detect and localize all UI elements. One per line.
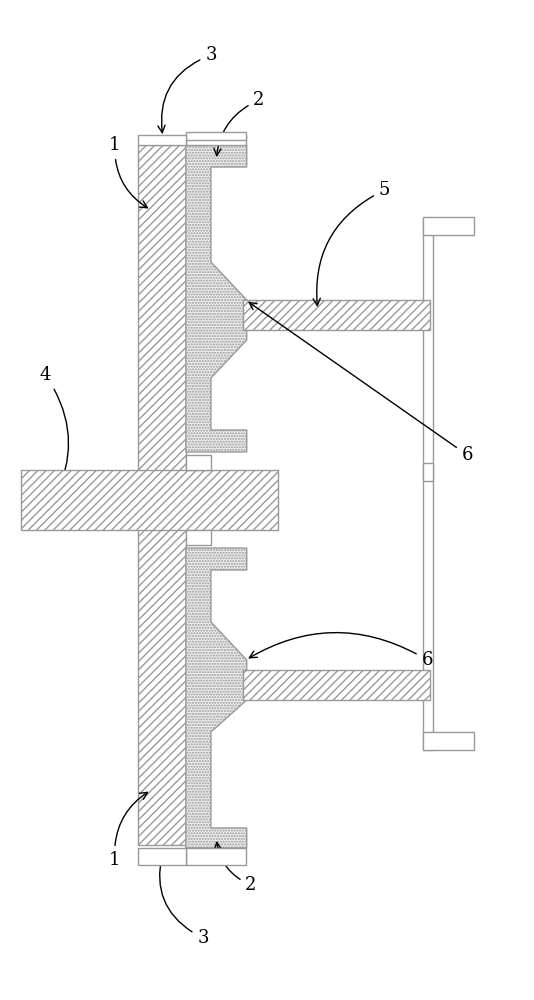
- Bar: [186, 530, 211, 545]
- Bar: [138, 848, 186, 865]
- Text: 3: 3: [158, 46, 217, 133]
- Bar: [423, 463, 433, 481]
- Text: 1: 1: [109, 136, 147, 208]
- Polygon shape: [186, 145, 247, 452]
- Bar: [186, 135, 207, 145]
- Text: 1: 1: [109, 792, 147, 869]
- Text: 2: 2: [214, 91, 265, 156]
- Text: 4: 4: [40, 366, 68, 496]
- Polygon shape: [186, 548, 247, 848]
- Bar: [138, 135, 186, 145]
- Bar: [423, 732, 474, 750]
- Text: 3: 3: [157, 856, 209, 947]
- Text: 2: 2: [214, 842, 257, 894]
- Text: 5: 5: [313, 181, 390, 306]
- Bar: [243, 300, 430, 330]
- Bar: [186, 135, 246, 145]
- Bar: [21, 470, 278, 530]
- Bar: [186, 132, 246, 140]
- Text: 6: 6: [249, 633, 433, 669]
- Bar: [186, 848, 246, 865]
- Bar: [423, 220, 433, 750]
- Bar: [186, 455, 211, 470]
- Bar: [138, 145, 186, 845]
- Bar: [423, 217, 474, 235]
- Bar: [243, 670, 430, 700]
- Text: 6: 6: [249, 302, 473, 464]
